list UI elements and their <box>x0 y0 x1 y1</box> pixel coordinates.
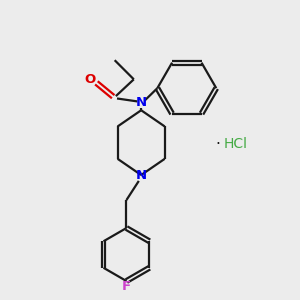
Text: HCl: HCl <box>224 137 248 151</box>
Text: ·: · <box>215 136 220 152</box>
Text: N: N <box>136 169 147 182</box>
Text: F: F <box>122 280 131 293</box>
Text: N: N <box>136 96 147 110</box>
Text: O: O <box>84 74 96 86</box>
